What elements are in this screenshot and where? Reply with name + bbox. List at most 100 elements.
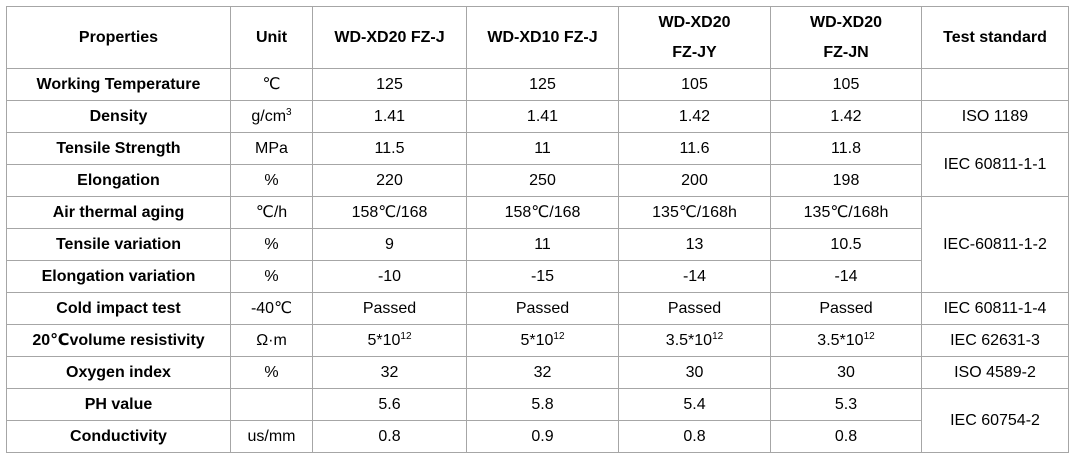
property-cell: Cold impact test [6, 292, 231, 325]
header-line: FZ-JN [823, 43, 869, 61]
cell-superscript: 12 [400, 330, 412, 342]
property-cell: PH value [6, 388, 231, 421]
data-row: Elongation% 220 250 200 198 [6, 164, 1069, 197]
property-cell: Air thermal aging [6, 196, 231, 229]
value-cell: 0.8 [770, 420, 922, 453]
value-cell: 105 [770, 68, 922, 101]
value-cell: -10 [312, 260, 467, 293]
unit-cell: % [230, 164, 313, 197]
value-cell: Passed [770, 292, 922, 325]
value-cell: 32 [312, 356, 467, 389]
unit-cell: ℃ [230, 68, 313, 101]
unit-cell: Ω·m [230, 324, 313, 357]
header-cell: Properties [6, 6, 231, 69]
data-row: Working Temperature ℃ 125 125 105 105 [6, 68, 1069, 101]
property-cell: Density [6, 100, 231, 133]
data-row: Tensile variation% 9 11 13 10.5 [6, 228, 1069, 261]
value-cell: Passed [618, 292, 771, 325]
data-row: Conductivity us/mm 0.8 0.9 0.8 0.8 [6, 420, 1069, 453]
value-cell: 5.4 [618, 388, 771, 421]
value-cell: 1.42 [618, 100, 771, 133]
value-cell: 105 [618, 68, 771, 101]
standard-cell [921, 68, 1069, 101]
value-cell: -14 [618, 260, 771, 293]
value-cell: 0.8 [312, 420, 467, 453]
value-cell: Passed [312, 292, 467, 325]
unit-cell: ℃/h [230, 196, 313, 229]
cell-base: 5*10 [520, 331, 554, 349]
header-cell: Unit [230, 6, 313, 69]
property-cell: 20℃volume resistivity [6, 324, 231, 357]
property-cell: Elongation [6, 164, 231, 197]
value-cell: 5.8 [466, 388, 619, 421]
header-cell: WD-XD20 FZ-JY [618, 6, 771, 69]
cell-superscript: 12 [553, 330, 565, 342]
cell-superscript: 12 [712, 330, 724, 342]
value-cell: 135℃/168h [770, 196, 922, 229]
header-line: FZ-JY [672, 43, 717, 61]
value-cell: 125 [466, 68, 619, 101]
standard-cell: IEC 60811-1-1 [921, 132, 1069, 197]
standard-cell: IEC 60811-1-4 [921, 292, 1069, 325]
header-cell: WD-XD20 FZ-JN [770, 6, 922, 69]
cell-base: g/cm [251, 107, 287, 125]
value-cell: 9 [312, 228, 467, 261]
data-row: Cold impact test -40℃ Passed Passed Passed Pa… [6, 292, 1069, 325]
unit-cell: g/cm3 [230, 100, 313, 133]
cell-base: 3.5*10 [665, 331, 713, 349]
header-cell: Test standard [921, 6, 1069, 69]
value-cell: 158℃/168 [312, 196, 467, 229]
property-cell: Elongation variation [6, 260, 231, 293]
value-cell: 1.42 [770, 100, 922, 133]
property-cell: Tensile Strength [6, 132, 231, 165]
cell-base: 3.5*10 [817, 331, 864, 349]
header-cell: WD-XD20 FZ-J [312, 6, 467, 69]
value-cell: 32 [466, 356, 619, 389]
value-cell: 198 [770, 164, 922, 197]
value-cell: 1.41 [312, 100, 467, 133]
standard-cell: IEC 62631-3 [921, 324, 1069, 357]
value-cell: 0.9 [466, 420, 619, 453]
header-row: Properties Unit WD-XD20 FZ-J WD-XD10 FZ-… [6, 6, 1069, 69]
value-cell: 5.6 [312, 388, 467, 421]
value-cell: 250 [466, 164, 619, 197]
value-cell: 10.5 [770, 228, 922, 261]
value-cell: 3.5*1012 [618, 324, 771, 357]
value-cell: 30 [618, 356, 771, 389]
value-cell: 30 [770, 356, 922, 389]
value-cell: 5.3 [770, 388, 922, 421]
data-row: Elongation variation% -10 -15 -14 -14 [6, 260, 1069, 293]
value-cell: 5*1012 [466, 324, 619, 357]
unit-cell: -40℃ [230, 292, 313, 325]
standard-cell: ISO 1189 [921, 100, 1069, 133]
value-cell: 13 [618, 228, 771, 261]
data-row: Oxygen index% 32 32 30 30 ISO 4589-2 [6, 356, 1069, 389]
value-cell: -14 [770, 260, 922, 293]
standard-cell: IEC-60811-1-2 [921, 196, 1069, 293]
unit-cell: % [230, 260, 313, 293]
value-cell: 11.8 [770, 132, 922, 165]
property-cell: Tensile variation [6, 228, 231, 261]
value-cell: 3.5*1012 [770, 324, 922, 357]
header-line: WD-XD20 [658, 13, 731, 31]
unit-cell: % [230, 356, 313, 389]
property-cell: Conductivity [6, 420, 231, 453]
property-cell: Oxygen index [6, 356, 231, 389]
data-row: Air thermal aging ℃/h 158℃/168 158℃/168 135℃… [6, 196, 1069, 293]
standard-cell: ISO 4589-2 [921, 356, 1069, 389]
data-row: Tensile Strength MPa 11.5 11 11.6 11.8 IEC 608… [6, 132, 1069, 197]
data-row: Density g/cm3 1.41 1.41 1.42 1.42 ISO 1189 [6, 100, 1069, 133]
value-cell: 158℃/168 [466, 196, 619, 229]
value-cell: -15 [466, 260, 619, 293]
standard-cell: IEC 60754-2 [921, 388, 1069, 453]
value-cell: 11.5 [312, 132, 467, 165]
cell-superscript: 12 [863, 330, 875, 342]
value-cell: 5*1012 [312, 324, 467, 357]
property-cell: Working Temperature [6, 68, 231, 101]
unit-cell [230, 388, 313, 421]
value-cell: 220 [312, 164, 467, 197]
header-cell: WD-XD10 FZ-J [466, 6, 619, 69]
value-cell: 200 [618, 164, 771, 197]
